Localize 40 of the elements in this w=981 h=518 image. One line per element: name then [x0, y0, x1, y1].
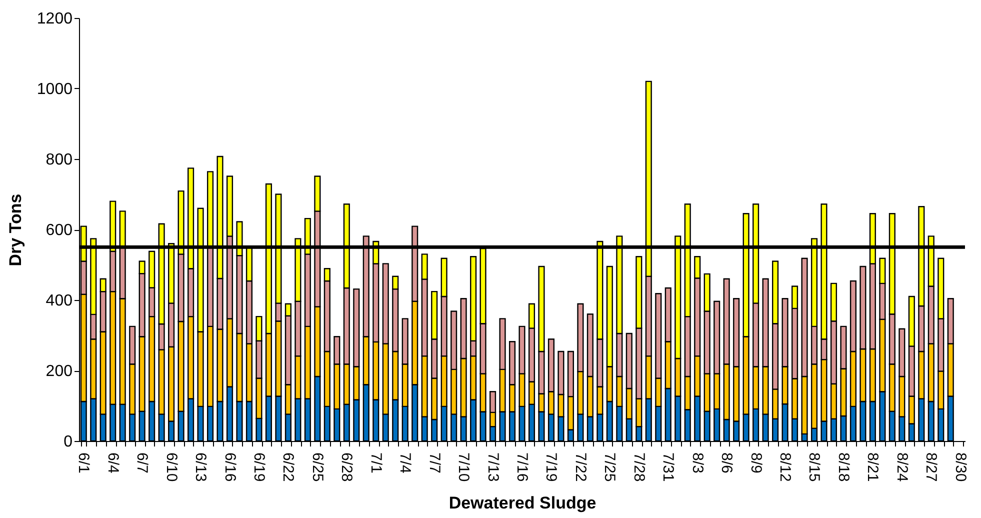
- x-tick-label: 7/7: [426, 452, 443, 474]
- x-tick-label: 6/1: [75, 452, 92, 474]
- x-tick-label: 6/13: [192, 452, 210, 482]
- y-tick-label: 0: [64, 434, 73, 450]
- y-axis-title: Dry Tons: [6, 194, 25, 266]
- x-tick-label: 8/3: [688, 452, 706, 474]
- x-tick-label: 7/10: [455, 452, 472, 482]
- y-tick-label: 1000: [36, 81, 73, 98]
- x-tick-label: 8/27: [922, 452, 940, 482]
- y-tick-label: 200: [46, 363, 73, 380]
- x-tick-label: 7/22: [572, 452, 589, 482]
- x-tick-label: 8/12: [776, 452, 794, 482]
- x-tick-label: 6/28: [338, 452, 356, 482]
- x-tick-label: 6/16: [221, 452, 238, 482]
- y-tick-label: 1200: [36, 10, 73, 28]
- x-tick-label: 8/21: [864, 452, 882, 482]
- x-tick-label: 8/9: [747, 452, 764, 474]
- x-tick-label: 7/19: [542, 452, 560, 482]
- x-tick-label: 6/19: [250, 452, 268, 482]
- x-tick-label: 7/13: [484, 452, 502, 482]
- x-tick-label: 7/16: [514, 452, 530, 482]
- x-tick-label: 8/30: [952, 452, 969, 482]
- x-tick-label: 7/1: [367, 452, 384, 474]
- x-tick-label: 8/6: [718, 452, 736, 474]
- x-tick-label: 6/22: [280, 452, 297, 482]
- x-tick-label: 7/28: [630, 452, 648, 482]
- x-tick-label: 7/25: [601, 452, 618, 482]
- x-tick-label: 8/15: [806, 452, 823, 482]
- x-tick-label: 7/31: [660, 452, 677, 482]
- x-tick-label: 6/4: [104, 452, 122, 474]
- x-tick-label: 8/18: [834, 452, 852, 482]
- x-tick-label: 6/7: [134, 452, 151, 474]
- x-tick-label: 6/25: [308, 452, 326, 482]
- x-tick-label: 7/4: [396, 452, 414, 474]
- y-tick-label: 400: [46, 292, 73, 310]
- x-axis-title: Dewatered Sludge: [448, 494, 596, 513]
- y-tick-label: 800: [46, 152, 73, 168]
- x-tick-label: 8/24: [893, 452, 910, 482]
- y-tick-label: 600: [46, 222, 73, 239]
- x-tick-label: 6/10: [162, 452, 180, 482]
